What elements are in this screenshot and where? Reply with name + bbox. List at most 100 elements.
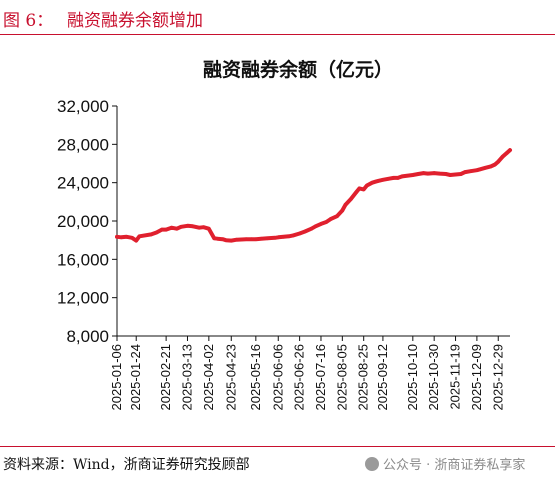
data-point [224, 238, 228, 242]
data-point [416, 172, 421, 176]
data-point [508, 148, 512, 152]
data-point [229, 238, 234, 243]
x-tick-label: 2025-11-19 [448, 344, 463, 410]
data-point [164, 227, 168, 232]
y-tick-label: 16,000 [57, 250, 109, 269]
data-point [244, 237, 248, 241]
data-point [354, 190, 359, 195]
data-point [169, 225, 174, 230]
data-point [215, 236, 220, 241]
data-point [391, 176, 396, 180]
x-tick-label: 2025-08-05 [334, 344, 349, 411]
data-point [459, 172, 463, 176]
data-point [191, 224, 195, 229]
x-tick-label: 2025-06-26 [292, 344, 307, 411]
figure-footer: 资料来源：Wind，浙商证券研究投顾部 公众号 · 浙商证券私享家 [0, 449, 555, 479]
x-tick-label: 2025-04-02 [201, 344, 216, 411]
series-layer [115, 148, 512, 243]
data-point [370, 180, 375, 185]
data-point [400, 174, 404, 179]
x-axis: 2025-01-06 2025-01-24 2025-02-21 2025-03-13… [109, 335, 510, 411]
data-point [396, 176, 400, 180]
x-tick-label: 2025-09-12 [375, 344, 390, 411]
header-divider [0, 34, 555, 35]
data-point [437, 171, 442, 176]
x-tick-label: 2025-02-21 [158, 344, 173, 411]
data-point [124, 235, 129, 239]
data-point [432, 171, 437, 175]
data-point [249, 237, 254, 241]
x-tick-label: 2025-01-24 [128, 344, 143, 411]
data-point [496, 159, 501, 164]
data-point [273, 236, 277, 240]
figure-title: 融资融券余额增加 [67, 11, 203, 31]
data-point [463, 170, 467, 174]
data-point [376, 179, 381, 183]
y-tick-label: 8,000 [66, 327, 109, 346]
x-tick-label: 2025-06-06 [270, 344, 285, 411]
data-point [179, 225, 183, 229]
data-point [154, 230, 159, 235]
margin-balance-line [115, 148, 512, 243]
footer-divider [0, 446, 555, 447]
wechat-icon [365, 457, 379, 471]
data-point [365, 183, 369, 188]
line-chart: 融资融券余额（亿元） 8,000 12,000 16,000 20,000 24,000… [57, 58, 512, 411]
y-tick-label: 12,000 [57, 289, 109, 308]
data-point [160, 227, 164, 232]
data-point [411, 173, 415, 177]
data-point [259, 236, 264, 241]
watermark: 公众号 · 浙商证券私享家 [365, 454, 525, 473]
data-point [287, 234, 291, 239]
data-point [483, 166, 488, 170]
data-point [386, 177, 391, 181]
data-point [335, 214, 339, 218]
data-point [254, 237, 258, 241]
data-point [313, 224, 318, 229]
data-point [134, 238, 138, 243]
data-point [119, 235, 124, 240]
data-point [197, 225, 201, 230]
data-point [265, 236, 270, 241]
data-point [130, 236, 134, 240]
data-point [234, 237, 239, 242]
data-point [361, 187, 366, 192]
data-point [149, 232, 153, 237]
data-point [324, 220, 329, 224]
data-point [493, 162, 497, 167]
data-point [137, 234, 142, 239]
y-tick-label: 32,000 [57, 97, 109, 116]
x-tick-label: 2025-01-06 [109, 344, 124, 411]
data-point [381, 178, 385, 182]
data-point [489, 164, 493, 169]
data-point [349, 197, 353, 201]
x-tick-label: 2025-04-23 [223, 344, 238, 411]
x-tick-label: 2025-08-25 [356, 344, 371, 411]
y-axis: 8,000 12,000 16,000 20,000 24,000 28,000 32,00… [57, 97, 118, 346]
y-tick-label: 28,000 [57, 135, 109, 154]
data-point [448, 173, 453, 177]
y-tick-label: 24,000 [57, 174, 109, 193]
data-point [115, 235, 119, 239]
data-point [453, 172, 458, 177]
data-point [220, 237, 225, 241]
data-point [505, 151, 509, 155]
source-note: 资料来源：Wind，浙商证券研究投顾部 [3, 457, 250, 473]
data-point [175, 226, 179, 231]
data-point [276, 235, 281, 240]
x-tick-label: 2025-12-09 [469, 344, 484, 411]
data-point [468, 169, 473, 173]
x-tick-label: 2025-07-16 [313, 344, 328, 411]
data-point [212, 236, 216, 241]
data-point [328, 217, 333, 221]
x-tick-label: 2025-03-13 [179, 344, 194, 411]
figure-label: 图 6： [3, 11, 54, 31]
data-point [426, 171, 430, 176]
watermark-text: 公众号 · 浙商证券私享家 [383, 458, 526, 473]
data-point [303, 229, 307, 234]
data-point [201, 225, 206, 229]
x-tick-label: 2025-10-10 [405, 344, 420, 411]
data-point [297, 231, 302, 236]
data-point [207, 226, 211, 231]
data-point [319, 222, 323, 226]
